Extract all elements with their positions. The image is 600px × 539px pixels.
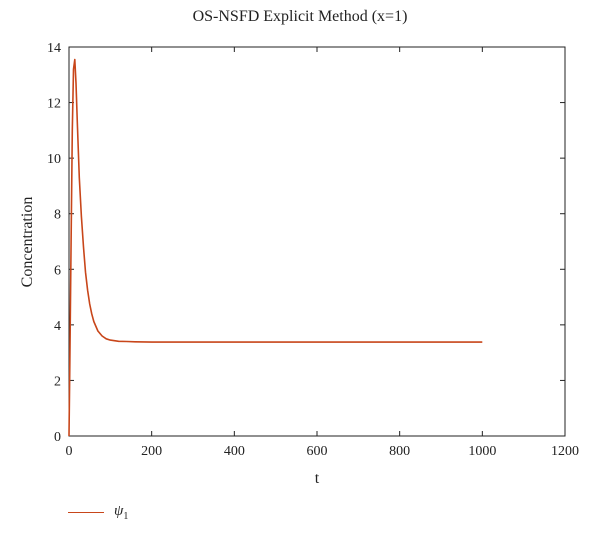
x-tick-label: 600 <box>307 444 328 459</box>
x-axis-label: t <box>314 470 320 487</box>
axis-ticks: 0 200 400 600 800 1000 1200 0 2 4 6 8 10 12 14 <box>47 41 579 459</box>
x-tick-label: 0 <box>66 444 73 459</box>
y-tick-label: 12 <box>47 97 61 112</box>
x-tick-label: 400 <box>224 444 245 459</box>
series-group <box>68 58 483 437</box>
legend-line-swatch <box>68 511 104 513</box>
y-tick-label: 4 <box>54 319 61 334</box>
x-tick-label: 800 <box>389 444 410 459</box>
plot-frame <box>68 46 566 437</box>
y-axis-label: Concentration <box>19 196 36 288</box>
chart-title: OS-NSFD Explicit Method (x=1) <box>192 8 408 25</box>
x-tick-label: 1000 <box>468 444 496 459</box>
y-tick-label: 10 <box>47 152 61 167</box>
y-tick-label: 14 <box>47 41 61 56</box>
legend: ψ1 <box>68 502 128 522</box>
legend-symbol: ψ <box>114 502 124 519</box>
series-line-psi1 <box>68 58 483 437</box>
y-tick-label: 6 <box>54 263 61 278</box>
x-tick-label: 1200 <box>551 444 579 459</box>
legend-subscript: 1 <box>123 510 129 522</box>
y-tick-label: 0 <box>54 430 61 445</box>
legend-label: ψ1 <box>114 503 128 522</box>
y-tick-label: 2 <box>54 374 61 389</box>
y-tick-label: 8 <box>54 208 61 223</box>
x-tick-label: 200 <box>141 444 162 459</box>
